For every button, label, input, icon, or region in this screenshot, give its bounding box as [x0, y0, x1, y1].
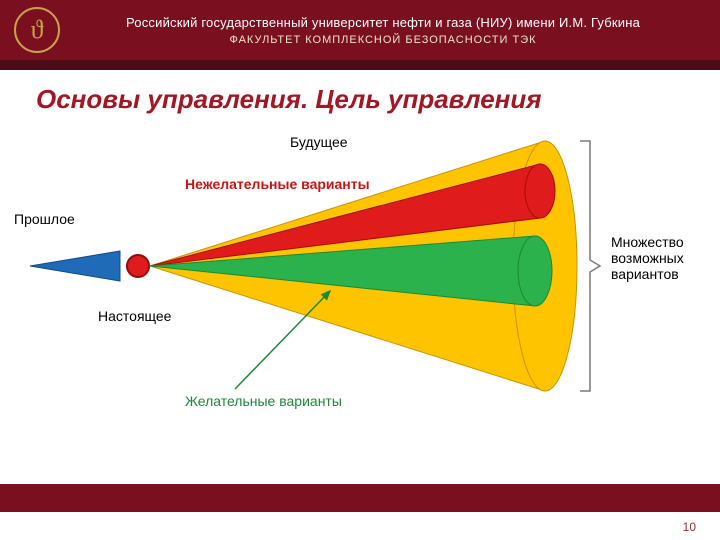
- label-undesirable: Нежелательные варианты: [185, 176, 370, 192]
- label-now: Настоящее: [98, 308, 171, 324]
- diagram-canvas: Прошлое Настоящее Будущее Нежелательные …: [0, 116, 720, 456]
- university-logo: ϑ: [14, 7, 60, 53]
- accent-bar: [0, 60, 720, 70]
- header-bar: ϑ Российский государственный университет…: [0, 0, 720, 60]
- page-number: 10: [683, 520, 696, 534]
- label-past: Прошлое: [14, 211, 75, 227]
- footer-bar: [0, 484, 720, 512]
- faculty-name: ФАКУЛЬТЕТ КОМПЛЕКСНОЙ БЕЗОПАСНОСТИ ТЭК: [60, 34, 706, 46]
- header-text: Российский государственный университет н…: [60, 15, 706, 46]
- logo-glyph: ϑ: [31, 15, 44, 45]
- university-name: Российский государственный университет н…: [60, 15, 706, 30]
- cone-diagram-svg: [0, 116, 720, 456]
- slide-title: Основы управления. Цель управления: [36, 84, 720, 115]
- label-possibilities: Множество возможных вариантов: [611, 234, 684, 282]
- label-future: Будущее: [290, 134, 348, 150]
- label-desirable: Желательные варианты: [185, 393, 342, 409]
